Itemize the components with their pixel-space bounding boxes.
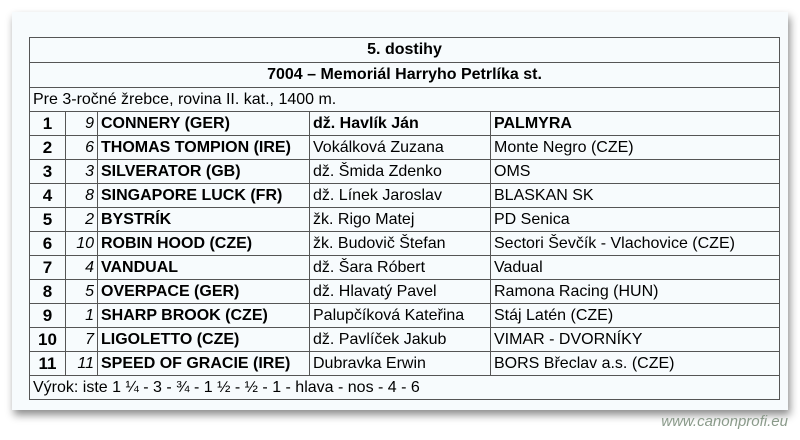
race-description: Pre 3-ročné žrebce, rovina II. kat., 140…: [29, 87, 780, 112]
owner-cell: OMS: [490, 159, 780, 184]
position-cell: 4: [29, 183, 66, 208]
position-cell: 6: [29, 231, 66, 256]
number-cell: 6: [65, 135, 98, 160]
number-cell: 2: [65, 207, 98, 232]
number-cell: 1: [65, 303, 98, 328]
table-row: 9 1 SHARP BROOK (CZE) Palupčíková Kateřina S…: [29, 303, 780, 328]
position-cell: 9: [29, 303, 66, 328]
number-cell: 7: [65, 327, 98, 352]
owner-cell: Sectori Ševčík - Vlachovice (CZE): [490, 231, 780, 256]
position-cell: 2: [29, 135, 66, 160]
table-row: 10 7 LIGOLETTO (CZE) dž. Pavlíček Jakub VIMA…: [29, 327, 780, 352]
number-cell: 8: [65, 183, 98, 208]
owner-cell: VIMAR - DVORNÍKY: [490, 327, 780, 352]
horse-cell: ROBIN HOOD (CZE): [97, 231, 310, 256]
table-row: 8 5 OVERPACE (GER) dž. Hlavatý Pavel Ramona …: [29, 279, 780, 304]
number-cell: 9: [65, 111, 98, 136]
position-cell: 11: [29, 351, 66, 376]
owner-cell: Stáj Latén (CZE): [490, 303, 780, 328]
jockey-cell: dž. Havlík Ján: [309, 111, 491, 136]
position-cell: 1: [29, 111, 66, 136]
jockey-cell: dž. Línek Jaroslav: [309, 183, 491, 208]
horse-cell: SINGAPORE LUCK (FR): [97, 183, 310, 208]
title-row: 5. dostihy: [29, 37, 780, 63]
race-title: 5. dostihy: [29, 37, 780, 63]
horse-cell: SILVERATOR (GB): [97, 159, 310, 184]
results-table: 5. dostihy 7004 – Memoriál Harryho Petrl…: [29, 37, 780, 400]
jockey-cell: Palupčíková Kateřina: [309, 303, 491, 328]
jockey-cell: Dubravka Erwin: [309, 351, 491, 376]
position-cell: 10: [29, 327, 66, 352]
jockey-cell: žk. Rigo Matej: [309, 207, 491, 232]
table-row: 7 4 VANDUAL dž. Šara Róbert Vadual: [29, 255, 780, 280]
owner-cell: BLASKAN SK: [490, 183, 780, 208]
horse-cell: SHARP BROOK (CZE): [97, 303, 310, 328]
table-row: 5 2 BYSTRÍK žk. Rigo Matej PD Senica: [29, 207, 780, 232]
margins-text: Výrok: iste 1 ¼ - 3 - ¾ - 1 ½ - ½ - 1 - …: [29, 375, 780, 400]
table-row: 11 11 SPEED OF GRACIE (IRE) Dubravka Erwin B…: [29, 351, 780, 376]
owner-cell: BORS Břeclav a.s. (CZE): [490, 351, 780, 376]
owner-cell: PD Senica: [490, 207, 780, 232]
jockey-cell: Vokálková Zuzana: [309, 135, 491, 160]
position-cell: 3: [29, 159, 66, 184]
horse-cell: OVERPACE (GER): [97, 279, 310, 304]
horse-cell: THOMAS TOMPION (IRE): [97, 135, 310, 160]
horse-cell: CONNERY (GER): [97, 111, 310, 136]
jockey-cell: dž. Šmida Zdenko: [309, 159, 491, 184]
owner-cell: Ramona Racing (HUN): [490, 279, 780, 304]
description-row: Pre 3-ročné žrebce, rovina II. kat., 140…: [29, 87, 780, 112]
horse-cell: SPEED OF GRACIE (IRE): [97, 351, 310, 376]
table-row: 2 6 THOMAS TOMPION (IRE) Vokálková Zuzana Mo…: [29, 135, 780, 160]
horse-cell: BYSTRÍK: [97, 207, 310, 232]
jockey-cell: dž. Hlavatý Pavel: [309, 279, 491, 304]
table-row: 6 10 ROBIN HOOD (CZE) žk. Budovič Štefan Sec…: [29, 231, 780, 256]
watermark: www.canonprofi.eu: [661, 413, 788, 430]
horse-cell: VANDUAL: [97, 255, 310, 280]
horse-cell: LIGOLETTO (CZE): [97, 327, 310, 352]
jockey-cell: dž. Šara Róbert: [309, 255, 491, 280]
table-row: 3 3 SILVERATOR (GB) dž. Šmida Zdenko OMS: [29, 159, 780, 184]
position-cell: 7: [29, 255, 66, 280]
number-cell: 11: [65, 351, 98, 376]
number-cell: 5: [65, 279, 98, 304]
position-cell: 5: [29, 207, 66, 232]
owner-cell: PALMYRA: [490, 111, 780, 136]
subtitle-row: 7004 – Memoriál Harryho Petrlíka st.: [29, 62, 780, 88]
jockey-cell: žk. Budovič Štefan: [309, 231, 491, 256]
table-row: 1 9 CONNERY (GER) dž. Havlík Ján PALMYRA: [29, 111, 780, 136]
owner-cell: Monte Negro (CZE): [490, 135, 780, 160]
table-row: 4 8 SINGAPORE LUCK (FR) dž. Línek Jaroslav B…: [29, 183, 780, 208]
number-cell: 4: [65, 255, 98, 280]
number-cell: 3: [65, 159, 98, 184]
margins-row: Výrok: iste 1 ¼ - 3 - ¾ - 1 ½ - ½ - 1 - …: [29, 375, 780, 400]
owner-cell: Vadual: [490, 255, 780, 280]
jockey-cell: dž. Pavlíček Jakub: [309, 327, 491, 352]
position-cell: 8: [29, 279, 66, 304]
race-subtitle: 7004 – Memoriál Harryho Petrlíka st.: [29, 62, 780, 88]
number-cell: 10: [65, 231, 98, 256]
